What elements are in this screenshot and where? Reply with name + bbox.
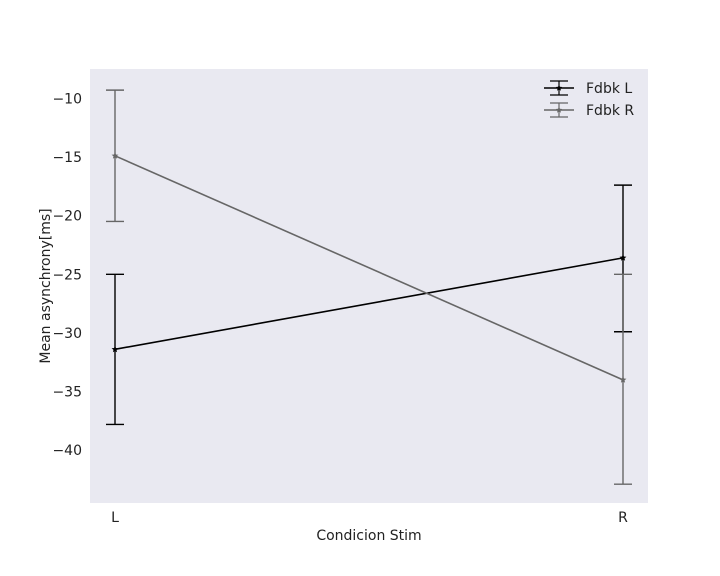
data-point <box>111 345 119 353</box>
y-tick-label: −10 <box>52 91 82 107</box>
x-tick-label: R <box>618 510 628 526</box>
data-point <box>619 254 627 261</box>
y-axis: −10 −15 −20 −25 −30 −35 −40 <box>52 91 82 459</box>
legend-label: Fdbk R <box>586 103 634 119</box>
legend-item: Fdbk R <box>544 102 634 119</box>
x-tick-label: L <box>111 510 119 526</box>
y-tick-label: −15 <box>52 150 82 166</box>
series-layer <box>106 89 632 485</box>
y-tick-label: −20 <box>52 209 82 225</box>
series-line <box>114 257 624 351</box>
y-tick-label: −40 <box>52 443 82 459</box>
legend-label: Fdbk L <box>586 81 632 97</box>
y-axis-title: Mean asynchrony[ms] <box>38 208 54 363</box>
x-axis-title: Condicion Stim <box>316 528 421 544</box>
legend: Fdbk L Fdbk R <box>544 80 634 119</box>
data-point <box>619 376 627 383</box>
y-tick-label: −30 <box>52 326 82 342</box>
data-point <box>111 152 119 159</box>
series-2 <box>106 89 632 485</box>
y-tick-label: −25 <box>52 267 82 283</box>
legend-item: Fdbk L <box>544 80 632 97</box>
series-line <box>114 155 624 381</box>
legend-marker <box>555 106 563 113</box>
plot-area <box>90 69 648 503</box>
legend-marker <box>555 84 563 91</box>
y-tick-label: −35 <box>52 385 82 401</box>
